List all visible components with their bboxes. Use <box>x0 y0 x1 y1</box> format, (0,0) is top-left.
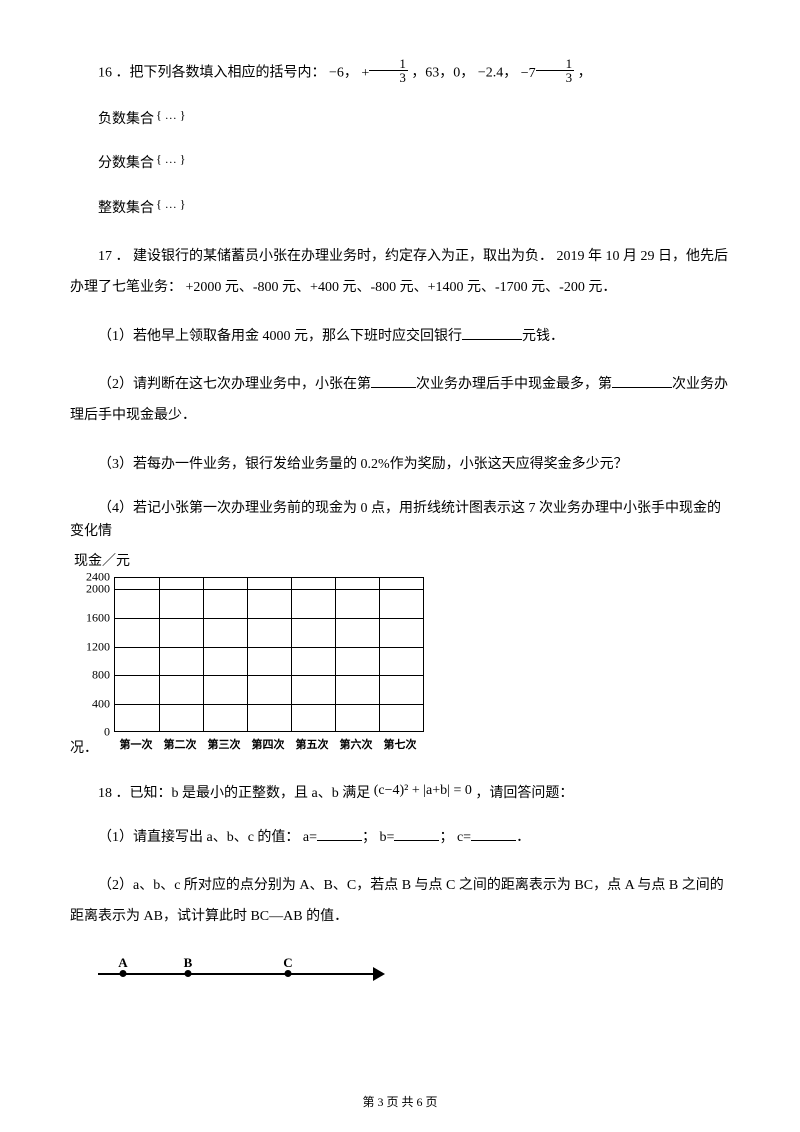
blank-input[interactable] <box>471 827 516 841</box>
q17-stem: 17 ． 建设银行的某储蓄员小张在办理业务时，约定存入为正，取出为负． 2019… <box>70 242 730 304</box>
chart-xlabel: 第七次 <box>378 737 422 755</box>
chart-xlabel: 第三次 <box>202 737 246 755</box>
number-line-axis <box>98 973 378 975</box>
chart-ylabel: 0 <box>104 723 110 742</box>
chart-ylabel: 2000 <box>86 580 110 599</box>
q16-num-d: ， <box>578 66 592 81</box>
chart-xlabel: 第五次 <box>290 737 334 755</box>
chart-ylabel: 1600 <box>86 608 110 627</box>
arrow-icon <box>373 967 385 981</box>
chart-grid: 24002000160012008004000 第一次第二次第三次第四次第五次第… <box>70 577 430 752</box>
chart-ylabel: 1200 <box>86 637 110 656</box>
q16-set2: 分数集合{ … } <box>70 153 730 175</box>
blank-input[interactable] <box>394 827 439 841</box>
chart-xlabel: 第一次 <box>114 737 158 755</box>
q17-p1: （1）若他早上领取备用金 4000 元，那么下班时应交回银行元钱． <box>70 326 730 348</box>
chart-ylabel: 400 <box>92 694 110 713</box>
number-line-label: A <box>118 953 127 974</box>
blank-input[interactable] <box>462 326 522 340</box>
q16-num-a: −6， <box>329 66 358 81</box>
page-footer: 第 3 页 共 6 页 <box>0 1093 800 1112</box>
chart-ylabel: 800 <box>92 666 110 685</box>
blank-input[interactable] <box>317 827 362 841</box>
q16-set3: 整数集合{ … } <box>70 198 730 220</box>
q18-stem: 18 ．已知：b 是最小的正整数，且 a、b 满足 (c−4)² + |a+b|… <box>70 783 730 805</box>
chart-container: 现金／元 24002000160012008004000 第一次第二次第三次第四… <box>70 551 730 752</box>
q16-num-b: ，63，0， <box>411 66 474 81</box>
q16-frac2: −713 <box>521 66 578 81</box>
q16-set1: 负数集合{ … } <box>70 109 730 131</box>
chart-yaxis: 24002000160012008004000 <box>70 577 114 732</box>
q17-p4: （4）若记小张第一次办理业务前的现金为 0 点，用折线统计图表示这 7 次业务办… <box>70 501 721 538</box>
blank-input[interactable] <box>371 374 416 388</box>
q16-num-c: −2.4， <box>478 66 517 81</box>
q17-p2: （2）请判断在这七次办理业务中，小张在第次业务办理后手中现金最多，第次业务办理后… <box>70 370 730 432</box>
q18-formula: (c−4)² + |a+b| = 0 <box>374 783 472 798</box>
number-line: A B C <box>98 955 730 985</box>
number-line-label: C <box>283 953 292 974</box>
q17-p3: （3）若每办一件业务，银行发给业务量的 0.2%作为奖励，小张这天应得奖金多少元… <box>70 454 730 476</box>
q18-p2: （2）a、b、c 所对应的点分别为 A、B、C，若点 B 与点 C 之间的距离表… <box>70 871 730 933</box>
q18-p1: （1）请直接写出 a、b、c 的值： a=； b=； c=． <box>70 827 730 849</box>
q16-pre: 16 ．把下列各数填入相应的括号内： <box>98 66 326 81</box>
blank-input[interactable] <box>612 374 672 388</box>
chart-grid-area <box>114 577 424 732</box>
chart-xlabel: 第四次 <box>246 737 290 755</box>
number-line-label: B <box>184 953 193 974</box>
q16-frac1: +13 <box>361 66 411 81</box>
chart-xlabel: 第六次 <box>334 737 378 755</box>
chart-title: 现金／元 <box>74 551 730 573</box>
chart-xlabel: 第二次 <box>158 737 202 755</box>
chart-xaxis: 第一次第二次第三次第四次第五次第六次第七次 <box>114 737 434 755</box>
q16-stem: 16 ．把下列各数填入相应的括号内： −6， +13 ，63，0， −2.4， … <box>70 60 730 87</box>
q17-p4-wrap: （4）若记小张第一次办理业务前的现金为 0 点，用折线统计图表示这 7 次业务办… <box>70 498 730 543</box>
